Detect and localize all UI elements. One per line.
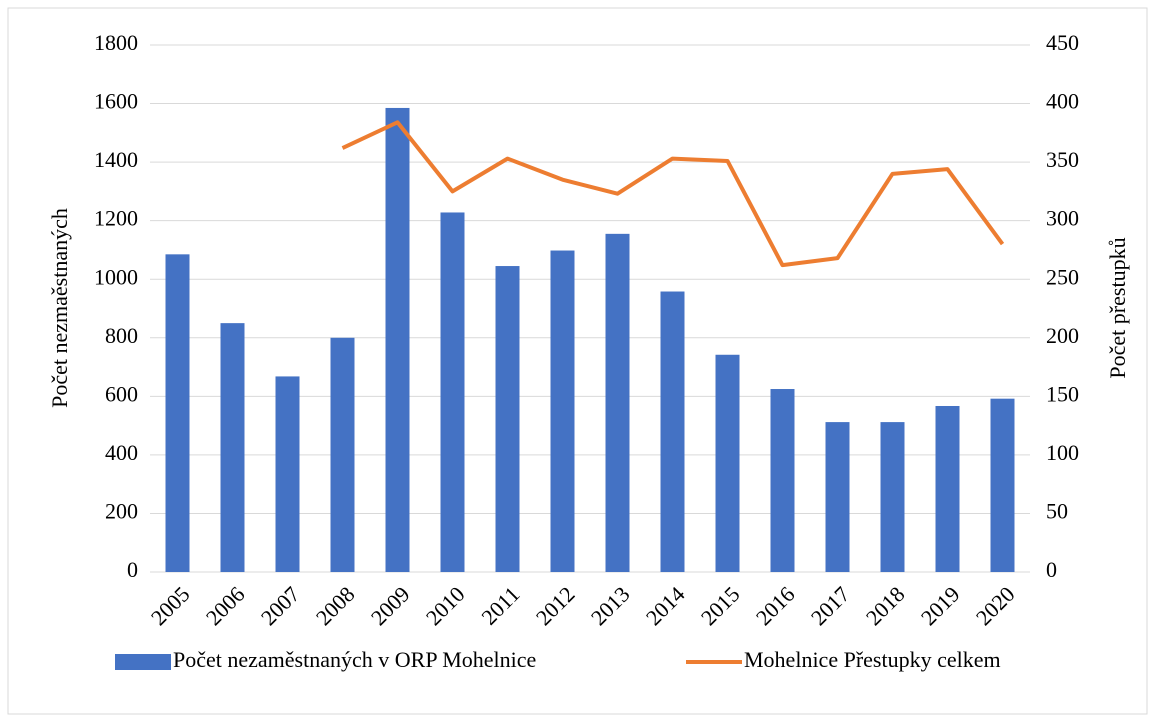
chart-border <box>7 7 1148 715</box>
y2-tick-label: 50 <box>1046 498 1068 523</box>
bar <box>880 422 905 572</box>
y-tick-label: 200 <box>105 498 138 523</box>
y2-axis-label: Počet přestupků <box>1105 237 1130 378</box>
legend-label: Mohelnice Přestupky celkem <box>744 647 1001 672</box>
bar <box>495 266 520 572</box>
y2-tick-label: 200 <box>1046 323 1079 348</box>
bar <box>935 405 960 572</box>
bar <box>990 398 1015 572</box>
y2-tick-label: 150 <box>1046 381 1079 406</box>
y-tick-label: 1600 <box>94 89 138 114</box>
bar <box>165 254 190 572</box>
y-axis-label: Počet nezmaěstnaných <box>47 208 72 408</box>
bar <box>385 107 410 573</box>
bar <box>330 337 355 572</box>
bar <box>440 212 465 573</box>
y-tick-label: 1200 <box>94 206 138 231</box>
y-tick-label: 0 <box>127 557 138 582</box>
y2-tick-label: 450 <box>1046 30 1079 55</box>
y-tick-label: 1400 <box>94 147 138 172</box>
bar <box>550 250 575 572</box>
bar <box>660 291 685 572</box>
y2-tick-label: 350 <box>1046 147 1079 172</box>
legend-swatch <box>115 654 171 670</box>
bar <box>605 233 630 572</box>
y-tick-label: 1800 <box>94 30 138 55</box>
legend-label: Počet nezaměstnaných v ORP Mohelnice <box>173 647 536 672</box>
y2-tick-label: 400 <box>1046 89 1079 114</box>
y-tick-label: 400 <box>105 440 138 465</box>
y-tick-label: 800 <box>105 323 138 348</box>
y-tick-label: 600 <box>105 381 138 406</box>
line <box>341 120 1005 268</box>
bar <box>220 323 245 572</box>
bar <box>715 354 740 572</box>
bar <box>275 376 300 572</box>
y2-tick-label: 300 <box>1046 206 1079 231</box>
y2-tick-label: 0 <box>1046 557 1057 582</box>
y2-tick-label: 250 <box>1046 264 1079 289</box>
y-tick-label: 1000 <box>94 264 138 289</box>
bar <box>770 389 795 572</box>
y2-tick-label: 100 <box>1046 440 1079 465</box>
bar <box>825 422 850 572</box>
